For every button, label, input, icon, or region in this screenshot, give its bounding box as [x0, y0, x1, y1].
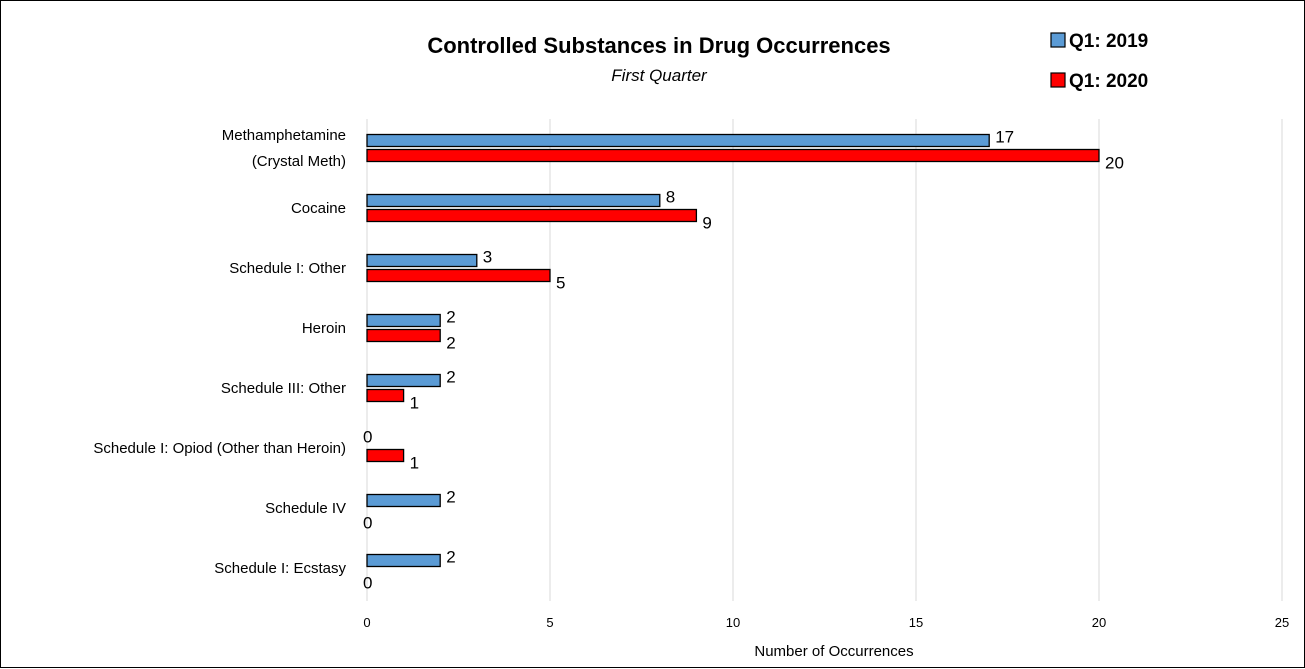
bar-q1-2020: [366, 328, 441, 343]
legend-label: Q1: 2019: [1069, 31, 1148, 52]
data-label: 0: [363, 514, 372, 533]
bar-q1-2020: [366, 268, 551, 283]
category-labels: Methamphetamine (Crystal Meth) Cocaine Sche…: [93, 127, 346, 577]
category-label: Schedule III: Other: [221, 380, 346, 397]
bar-q1-2019: [366, 373, 441, 388]
data-label: 9: [702, 214, 711, 233]
data-label: 2: [446, 488, 455, 507]
gridlines: [366, 119, 1283, 601]
data-label: 0: [363, 574, 372, 593]
chart-title: Controlled Substances in Drug Occurrence…: [427, 33, 890, 58]
bar-q1-2019: [366, 553, 441, 568]
legend: Q1: 2019 Q1: 2020: [1050, 31, 1148, 92]
x-tick-label: 0: [363, 615, 370, 630]
legend-label: Q1: 2020: [1069, 71, 1148, 92]
data-label: 2: [446, 308, 455, 327]
bar-q1-2020: [366, 448, 405, 463]
data-label: 0: [363, 428, 372, 447]
x-tick-label: 25: [1275, 615, 1289, 630]
x-tick-label: 10: [726, 615, 740, 630]
data-label: 2: [446, 548, 455, 567]
data-label: 20: [1105, 154, 1124, 173]
legend-swatch: [1050, 72, 1066, 88]
chart-subtitle: First Quarter: [611, 66, 708, 85]
data-label: 1: [410, 394, 419, 413]
x-tick-labels: 0 5 10 15 20 25: [363, 615, 1289, 630]
data-label: 2: [446, 334, 455, 353]
category-label: Heroin: [302, 320, 346, 337]
category-label: Methamphetamine (Crystal Meth): [222, 127, 346, 170]
data-label: 8: [666, 188, 675, 207]
x-axis-label: Number of Occurrences: [754, 643, 913, 660]
bar-q1-2019: [366, 253, 478, 268]
bar-q1-2019: [366, 493, 441, 508]
data-label: 3: [483, 248, 492, 267]
data-label: 2: [446, 368, 455, 387]
x-tick-label: 5: [546, 615, 553, 630]
category-label: Schedule IV: [265, 500, 346, 517]
data-label: 1: [410, 454, 419, 473]
x-tick-label: 15: [909, 615, 923, 630]
category-label: Schedule I: Other: [229, 260, 346, 277]
category-label: Cocaine: [291, 200, 346, 217]
category-label: Schedule I: Opiod (Other than Heroin): [93, 440, 346, 457]
category-label: Schedule I: Ecstasy: [214, 560, 346, 577]
bar-q1-2019: [366, 133, 990, 148]
bar-q1-2020: [366, 148, 1100, 163]
bar-q1-2019: [366, 193, 661, 208]
bar-q1-2019: [366, 313, 441, 328]
data-label: 5: [556, 274, 565, 293]
bar-q1-2020: [366, 388, 405, 403]
legend-swatch: [1050, 32, 1066, 48]
data-label: 17: [995, 128, 1014, 147]
x-tick-label: 20: [1092, 615, 1106, 630]
bar-q1-2020: [366, 208, 698, 223]
